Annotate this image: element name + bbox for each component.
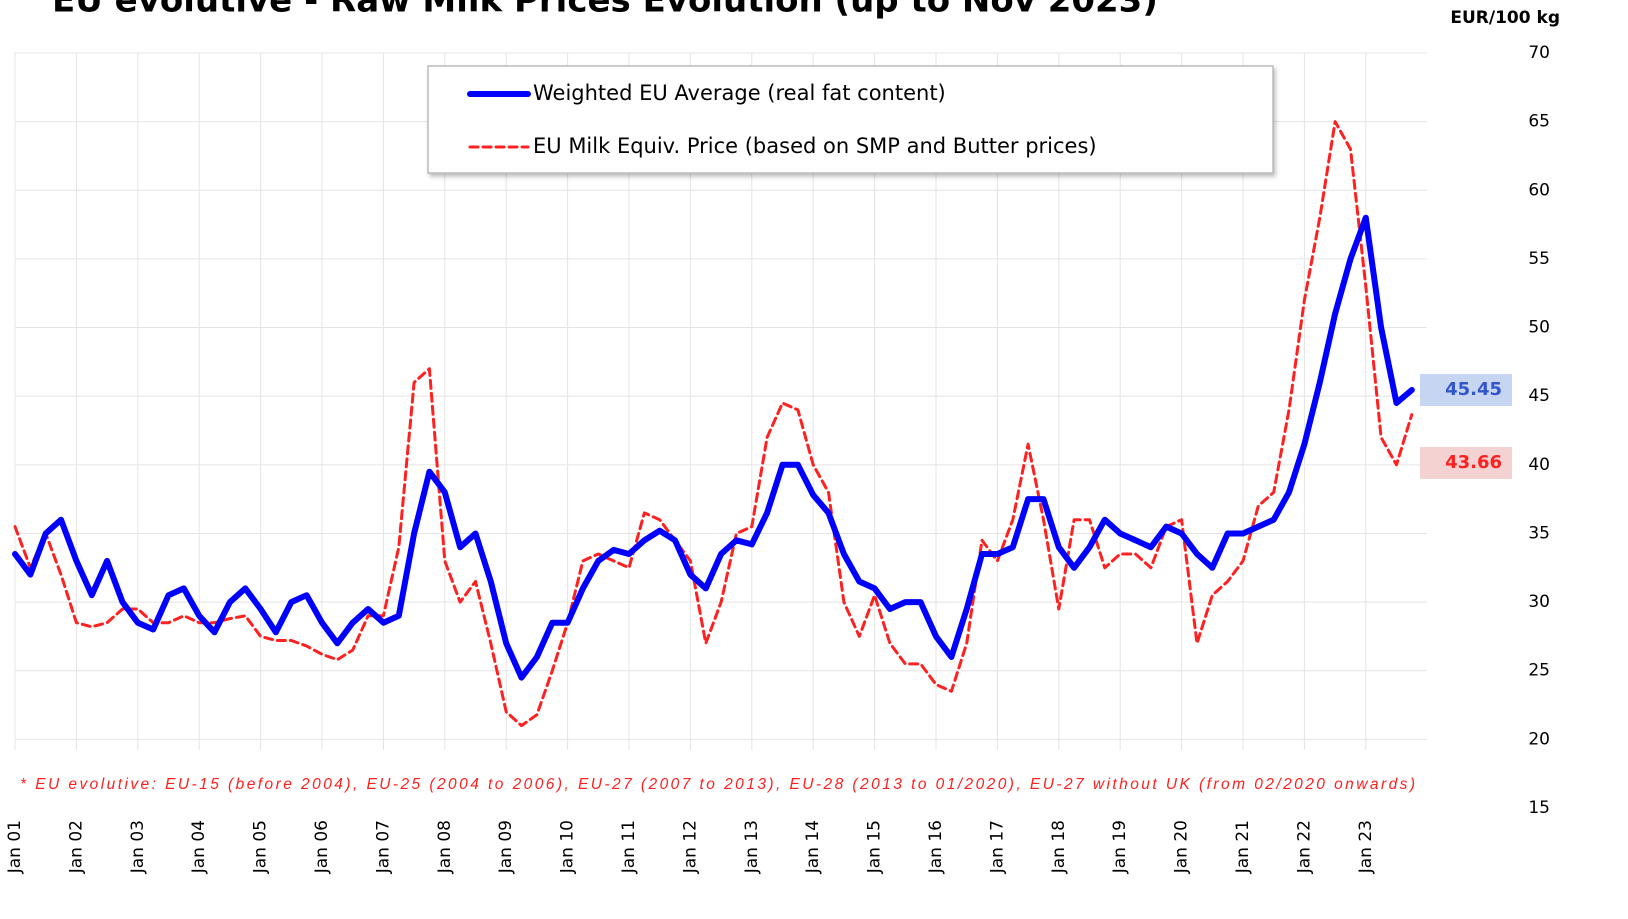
- x-tick-label: Jan 13: [742, 820, 762, 874]
- y-tick-label: 60: [1528, 180, 1550, 200]
- x-tick-label: Jan 18: [1049, 820, 1069, 874]
- legend-label: EU Milk Equiv. Price (based on SMP and B…: [533, 134, 1097, 158]
- x-tick-label: Jan 20: [1172, 820, 1192, 874]
- x-tick-label: Jan 03: [128, 820, 148, 874]
- legend-label: Weighted EU Average (real fat content): [533, 81, 946, 105]
- y-tick-label: 30: [1528, 592, 1550, 612]
- footnote: * EU evolutive: EU-15 (before 2004), EU-…: [20, 776, 1415, 793]
- y-tick-label: 35: [1528, 523, 1550, 543]
- y-tick-label: 55: [1528, 249, 1550, 269]
- x-tick-label: Jan 14: [803, 820, 823, 874]
- x-tick-label: Jan 11: [619, 820, 639, 874]
- series-line: [13, 120, 1414, 728]
- series-line: [12, 214, 1415, 681]
- y-tick-label: 15: [1528, 798, 1550, 818]
- value-label-box: [1420, 447, 1512, 479]
- x-tick-label: Jan 04: [189, 820, 209, 874]
- y-tick-label: 25: [1528, 661, 1550, 681]
- x-tick-label: Jan 22: [1294, 820, 1314, 874]
- chart-title: EU evolutive - Raw Milk Prices Evolution…: [52, 0, 1158, 21]
- y-tick-label: 65: [1528, 112, 1550, 132]
- x-tick-label: Jan 09: [496, 820, 516, 874]
- y-tick-label: 70: [1528, 43, 1550, 63]
- value-label-box: [1420, 374, 1512, 407]
- x-tick-label: Jan 23: [1356, 820, 1376, 874]
- y-tick-label: 45: [1528, 386, 1550, 406]
- x-tick-label: Jan 07: [373, 820, 393, 874]
- x-tick-label: Jan 17: [987, 820, 1007, 874]
- x-tick-label: Jan 05: [251, 820, 271, 874]
- y-tick-label: 40: [1528, 455, 1550, 475]
- y-tick-label: 20: [1528, 729, 1550, 749]
- x-tick-label: Jan 02: [66, 820, 86, 874]
- x-tick-label: Jan 06: [312, 820, 332, 874]
- x-tick-label: Jan 21: [1233, 820, 1253, 874]
- legend-box: [427, 65, 1274, 174]
- x-tick-label: Jan 12: [680, 820, 700, 874]
- x-tick-label: Jan 15: [865, 820, 885, 874]
- x-tick-label: Jan 19: [1110, 820, 1130, 874]
- y-axis-label: EUR/100 kg: [1450, 8, 1560, 28]
- value-label: 45.45: [1445, 379, 1502, 400]
- x-tick-label: Jan 16: [926, 820, 946, 874]
- x-tick-label: Jan 01: [5, 820, 25, 874]
- x-tick-label: Jan 10: [558, 820, 578, 874]
- value-label: 43.66: [1445, 452, 1502, 473]
- y-tick-label: 50: [1528, 318, 1550, 338]
- x-tick-label: Jan 08: [435, 820, 455, 874]
